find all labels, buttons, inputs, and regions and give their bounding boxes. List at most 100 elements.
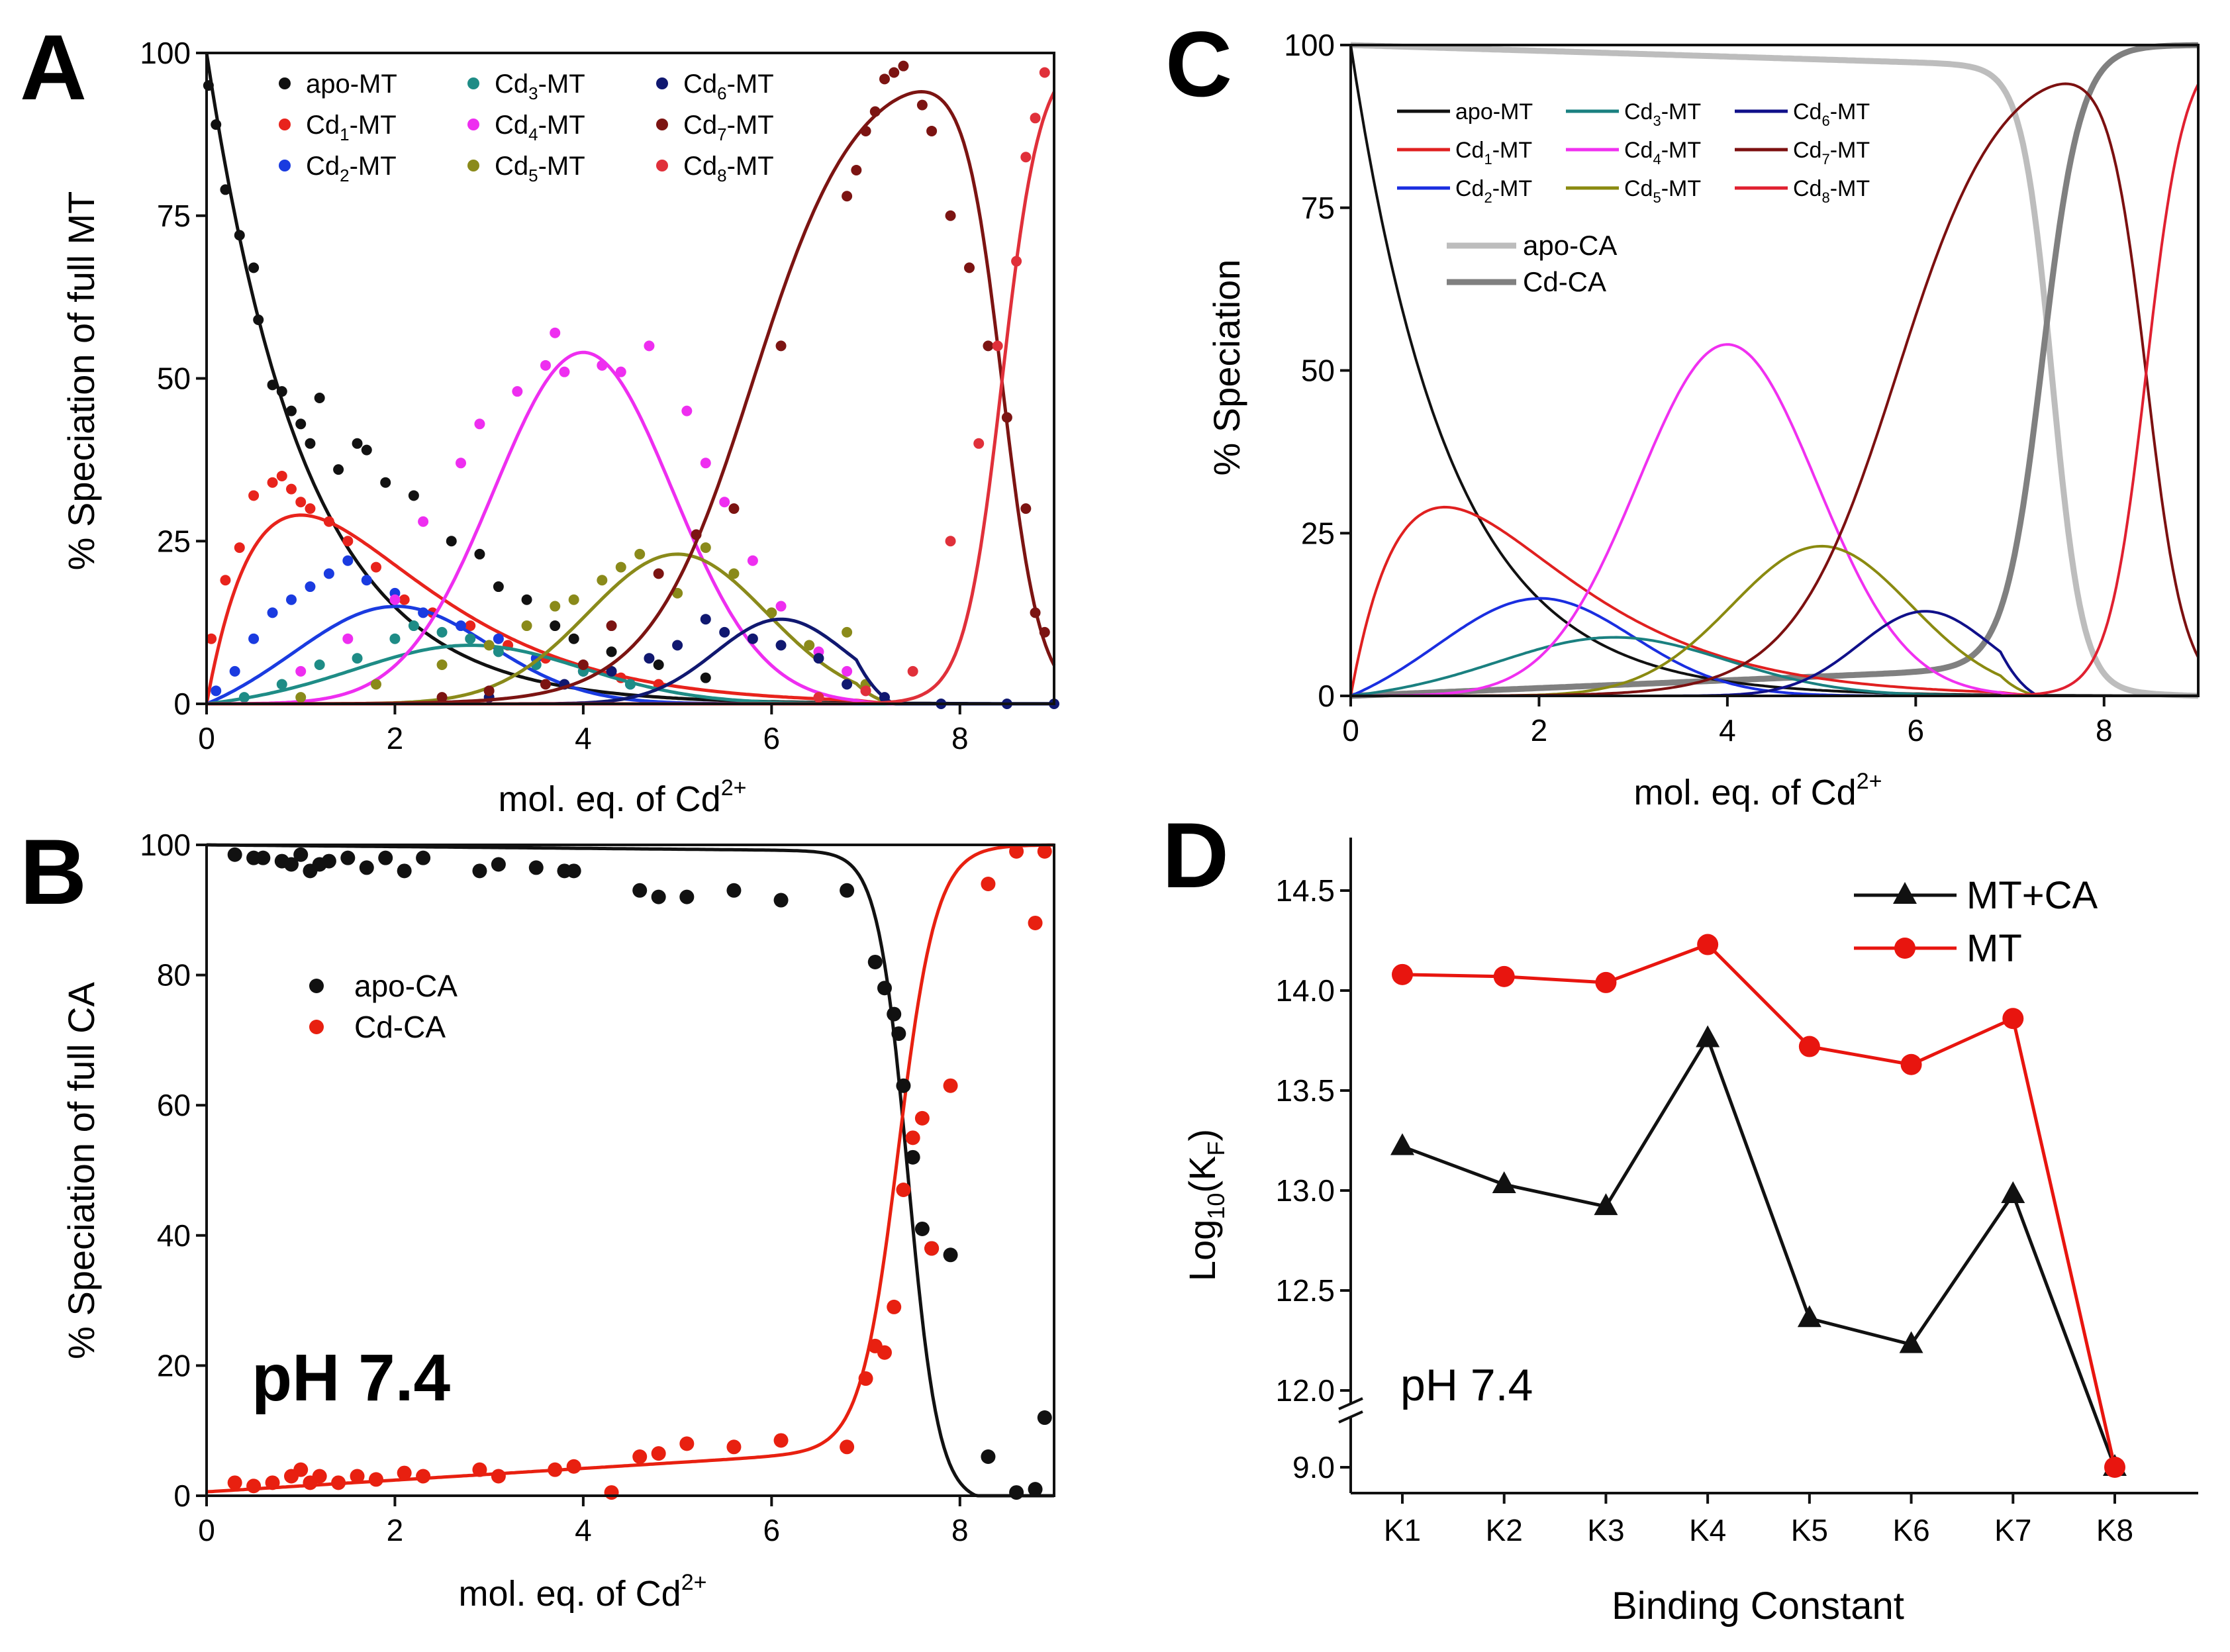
panel-d-ph-annotation: pH 7.4 <box>1400 1360 1533 1410</box>
panel-a-point-5-6 <box>568 594 579 605</box>
panel-a-point-1-1 <box>220 575 231 586</box>
panel-a-y-tick-label-1: 25 <box>157 524 191 558</box>
panel-a-point-5-3 <box>483 640 495 651</box>
panel-b-point-0-12 <box>397 863 412 879</box>
panel-a-point-6-6 <box>719 626 730 638</box>
panel-a-point-4-16 <box>747 555 758 566</box>
panel-c-y-tick-label-3: 75 <box>1301 191 1335 225</box>
panel-b-y-tick-label-5: 100 <box>140 828 191 862</box>
panel-a-x-tick-label-3: 6 <box>763 721 781 755</box>
panel-b-point-0-22 <box>726 883 742 898</box>
panel-a-point-7-15 <box>898 60 909 72</box>
panel-a-point-0-23 <box>606 646 617 657</box>
panel-b-point-0-8 <box>321 853 336 869</box>
panel-b-point-1-6 <box>312 1469 327 1484</box>
panel-b-point-0-4 <box>284 857 299 872</box>
panel-c-legend-label-5: Cd5-MT <box>1624 176 1701 206</box>
panel-a-point-0-9 <box>295 418 307 430</box>
panel-a-point-4-13 <box>681 405 693 416</box>
panel-c-legend-label-7: Cd7-MT <box>1793 138 1870 168</box>
panel-b-point-0-15 <box>491 857 506 872</box>
panel-a-point-1-7 <box>295 497 307 508</box>
panel-a-point-6-2 <box>606 665 617 677</box>
panel-b-point-0-37 <box>1037 1410 1052 1426</box>
panel-a-point-6-7 <box>747 633 758 644</box>
panel-b-legend-swatch-0 <box>309 979 324 993</box>
panel-a-point-1-11 <box>371 561 381 573</box>
panel-a-x-tick-label-4: 8 <box>951 721 969 755</box>
panel-b-point-1-30 <box>924 1241 940 1256</box>
panel-c-x-tick-label-1: 2 <box>1531 713 1548 748</box>
panel-b-point-0-28 <box>891 1026 906 1042</box>
panel-a-point-4-11 <box>615 366 626 377</box>
panel-d-point-1-3 <box>1697 934 1719 955</box>
panel-letter-b: B <box>20 820 87 924</box>
panel-c-legend-label-2: Cd2-MT <box>1455 176 1532 206</box>
panel-d-x-tick-label-4: K5 <box>1791 1513 1828 1547</box>
panel-a-point-1-6 <box>286 483 297 495</box>
panel-a-point-3-0 <box>238 692 250 703</box>
panel-a-legend-swatch-3 <box>467 77 479 89</box>
panel-a-point-1-2 <box>234 542 245 554</box>
panel-b-point-1-10 <box>397 1465 412 1481</box>
panel-b-point-0-29 <box>896 1078 911 1093</box>
panel-a-x-ticks: 0 2 4 6 8 <box>198 704 969 755</box>
panel-a-point-0-8 <box>286 405 297 416</box>
panel-a-legend-swatch-7 <box>656 119 668 130</box>
panel-a-point-8-7 <box>1020 152 1032 163</box>
panel-b-point-1-19 <box>679 1436 695 1451</box>
panel-c-x-ticks: 0 2 4 6 8 <box>1342 696 2113 748</box>
panel-letter-a: A <box>20 15 87 119</box>
panel-b-frame <box>205 844 1055 1497</box>
panel-b: B 0 2 4 6 8 0 20 40 60 80 100 mol. eq. of Cd2+ % … <box>20 820 1055 1614</box>
panel-a-point-4-15 <box>719 497 730 508</box>
panel-b-point-0-25 <box>867 954 883 969</box>
panel-a-point-4-0 <box>295 665 307 677</box>
panel-a-point-5-12 <box>728 568 740 579</box>
panel-b-point-1-2 <box>265 1475 280 1490</box>
panel-a-point-4-19 <box>842 665 853 677</box>
panel-a-point-4-17 <box>775 601 787 612</box>
panel-b-point-0-16 <box>528 860 544 875</box>
panel-a-point-0-5 <box>253 315 264 326</box>
panel-b-point-1-29 <box>914 1110 930 1126</box>
panel-a-point-0-16 <box>408 490 419 501</box>
panel-a-legend-swatch-1 <box>279 119 291 130</box>
panel-c-legend-label-3: Cd3-MT <box>1624 99 1701 129</box>
panel-d-x-axis-label: Binding Constant <box>1612 1584 1904 1628</box>
panel-d-series-line-0 <box>1402 1034 2117 1468</box>
panel-b-point-0-20 <box>651 889 666 904</box>
panel-d-point-0-4 <box>1797 1305 1821 1328</box>
panel-d-axis-break-mark-1 <box>1338 1397 1363 1410</box>
panel-a-point-3-11 <box>625 679 636 690</box>
panel-b-point-0-26 <box>877 981 892 996</box>
panel-d-y-tick-label-1: 12.5 <box>1275 1273 1335 1308</box>
panel-a-point-0-14 <box>361 444 372 456</box>
panel-a-legend-label-2: Cd2-MT <box>306 152 397 185</box>
panel-d-point-0-3 <box>1696 1025 1720 1047</box>
panel-d-x-tick-label-1: K2 <box>1486 1513 1523 1547</box>
panel-b-point-0-10 <box>359 860 374 875</box>
panel-a-point-4-9 <box>559 366 570 377</box>
panel-b-y-tick-label-1: 20 <box>157 1348 191 1383</box>
panel-b-point-1-4 <box>293 1462 309 1477</box>
panel-a-point-7-24 <box>1039 626 1050 638</box>
panel-b-point-0-30 <box>905 1149 920 1165</box>
panel-a-point-5-11 <box>700 542 711 554</box>
panel-c-legend-label-8: Cd8-MT <box>1793 176 1870 206</box>
panel-b-legend: apo-CA Cd-CA <box>309 969 458 1044</box>
panel-a-point-6-3 <box>644 653 655 664</box>
panel-a-point-1-12 <box>399 594 410 605</box>
panel-b-y-axis-label: % Speciation of full CA <box>60 982 102 1359</box>
panel-b-point-1-0 <box>227 1475 242 1490</box>
panel-a-point-5-10 <box>672 587 683 599</box>
panel-c-legend-label-6: Cd6-MT <box>1793 99 1870 129</box>
panel-b-point-1-9 <box>369 1472 383 1487</box>
panel-a: A 0 2 4 6 8 0 25 50 75 100 mol. eq. of Cd2+ % Sp… <box>20 15 1059 819</box>
panel-a-legend-swatch-8 <box>656 160 668 171</box>
panel-a-point-0-0 <box>203 80 214 91</box>
panel-a-point-5-1 <box>371 679 381 690</box>
panel-b-point-1-12 <box>472 1462 487 1477</box>
panel-d-legend-marker-1 <box>1894 938 1915 959</box>
panel-b-point-0-11 <box>378 850 393 865</box>
